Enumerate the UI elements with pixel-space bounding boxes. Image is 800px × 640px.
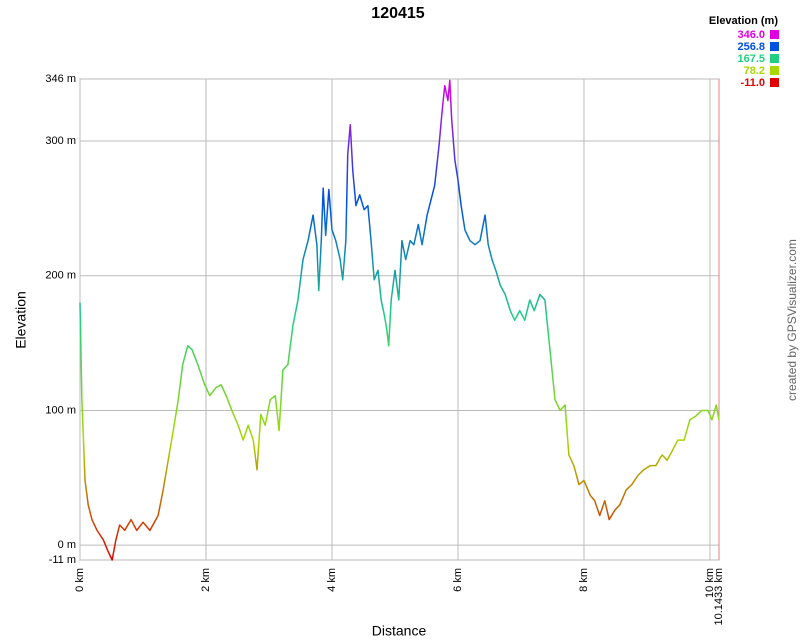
elevation-line xyxy=(79,79,720,561)
y-axis-label: Elevation xyxy=(13,291,29,349)
x-tick-label: 10.1433 km xyxy=(713,568,725,625)
legend-swatch xyxy=(770,66,779,75)
x-tick-label: 10 km xyxy=(704,568,716,598)
y-tick-label: 300 m xyxy=(45,135,76,147)
chart-title: 120415 xyxy=(371,5,424,22)
legend-swatch xyxy=(770,30,779,39)
y-tick-label: 0 m xyxy=(58,539,76,551)
legend-label: 78.2 xyxy=(744,65,765,77)
legend-swatch xyxy=(770,78,779,87)
legend-label: 167.5 xyxy=(737,53,765,65)
x-tick-label: 2 km xyxy=(200,568,212,592)
y-tick-label: 100 m xyxy=(45,404,76,416)
x-tick-label: 6 km xyxy=(452,568,464,592)
x-tick-label: 0 km xyxy=(74,568,86,592)
x-axis-label: Distance xyxy=(372,623,427,639)
legend-label: 256.8 xyxy=(737,41,765,53)
y-tick-label: -11 m xyxy=(49,554,76,566)
legend-title: Elevation (m) xyxy=(709,15,778,27)
legend-swatch xyxy=(770,54,779,63)
y-tick-label: 346 m xyxy=(45,73,76,85)
x-tick-label: 8 km xyxy=(578,568,590,592)
legend-label: -11.0 xyxy=(741,77,765,89)
x-tick-label: 4 km xyxy=(326,568,338,592)
legend-swatch xyxy=(770,42,779,51)
credit: created by GPSVisualizer.com xyxy=(785,239,799,401)
y-tick-label: 200 m xyxy=(45,270,76,282)
legend-label: 346.0 xyxy=(737,29,765,41)
